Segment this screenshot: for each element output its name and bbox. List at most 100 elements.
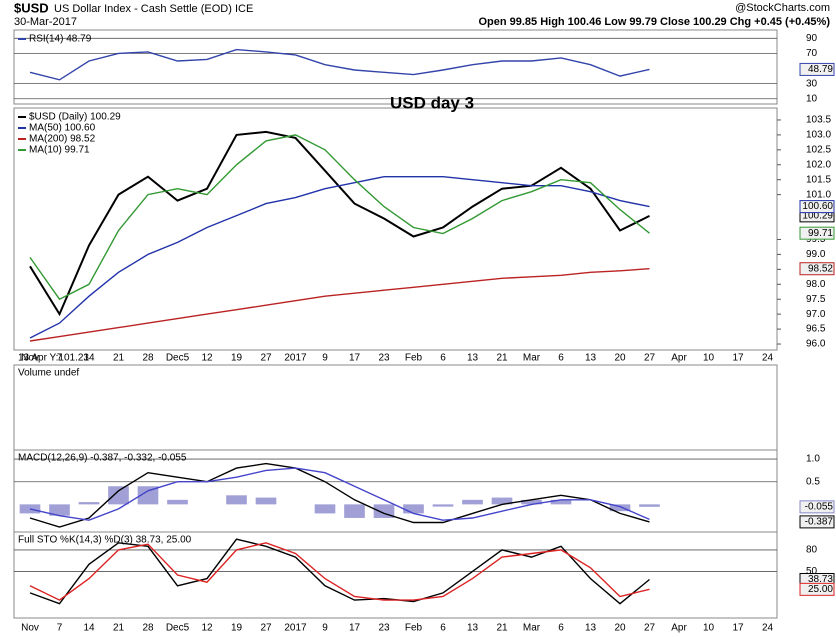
legend-label: MA(10) 99.71: [29, 145, 90, 156]
x-tick-label: 28: [142, 353, 154, 364]
x-tick-label: 7: [57, 623, 63, 634]
y-tick-label: 90: [806, 33, 818, 44]
value-box: [799, 200, 835, 214]
volume-title: Volume undef: [18, 368, 79, 379]
histogram-bar: [49, 504, 70, 516]
y-tick-label: 0.5: [806, 476, 820, 487]
x-tick-label: 17: [349, 353, 361, 364]
series-line: [29, 134, 650, 301]
x-tick-label: 17: [349, 623, 361, 634]
value-box: [799, 62, 835, 76]
histogram-bar: [403, 504, 424, 514]
x-tick-label: 20: [614, 623, 626, 634]
series-line: [29, 467, 650, 521]
histogram-bar: [344, 504, 365, 518]
x-tick-label: 20: [614, 353, 626, 364]
value-box: [799, 515, 835, 529]
frame: [13, 531, 778, 619]
x-tick-label: 27: [260, 623, 272, 634]
value-box-label: 100.60: [802, 201, 833, 212]
histogram-bar: [78, 502, 100, 505]
series-line: [29, 462, 650, 528]
brand: @StockCharts.com: [735, 2, 830, 14]
frame: [13, 29, 778, 105]
x-tick-label: 10: [703, 623, 715, 634]
x-tick-label: Nov: [21, 353, 39, 364]
x-tick-label: 13: [467, 353, 479, 364]
value-box-label: 100.29: [802, 210, 833, 221]
y-tick-label: 103.5: [806, 115, 831, 126]
x-tick-label: 9: [322, 353, 328, 364]
histogram-bar: [491, 497, 513, 505]
series-line: [29, 542, 650, 601]
histogram-bar: [521, 499, 542, 505]
x-tick-label: 2017: [284, 353, 307, 364]
symbol: $USD: [14, 0, 49, 15]
x-tick-label: 6: [440, 353, 446, 364]
x-tick-label: 6: [440, 623, 446, 634]
y-tick-label: 70: [806, 48, 818, 59]
x-tick-label: Feb: [405, 623, 423, 634]
x-tick-label: 19: [231, 623, 243, 634]
x-tick-label: Apr: [671, 623, 687, 634]
y-tick-label: 101.0: [806, 189, 831, 200]
x-tick-label: 21: [496, 623, 508, 634]
x-tick-label: 19: [231, 353, 243, 364]
legend-label: RSI(14) 48.79: [29, 34, 92, 45]
x-tick-label: Feb: [405, 353, 423, 364]
y-tick-label: 97.0: [806, 309, 826, 320]
panel-title: Full STO %K(14,3) %D(3) 38.73, 25.00: [18, 535, 192, 546]
x-tick-label: 12: [201, 623, 213, 634]
x-tick-label: 17: [732, 353, 744, 364]
x-tick-label: 24: [762, 353, 774, 364]
x-tick-label: 21: [113, 623, 125, 634]
x-tick-label: 12: [201, 353, 213, 364]
y-tick-label: 97.5: [806, 294, 826, 305]
x-tick-label: 14: [83, 623, 95, 634]
legend-label: $USD (Daily) 100.29: [29, 112, 121, 123]
x-tick-label: 14: [83, 353, 95, 364]
value-box-label: 99.71: [808, 228, 833, 239]
x-tick-label: 2017: [284, 623, 307, 634]
histogram-bar: [226, 495, 247, 505]
value-box-label: 98.52: [808, 263, 833, 274]
x-tick-label: 21: [496, 353, 508, 364]
x-tick-label: 21: [113, 353, 125, 364]
x-tick-label: 6: [558, 353, 564, 364]
x-tick-label: Mar: [523, 353, 541, 364]
value-box-label: 38.73: [808, 574, 833, 585]
frame: [13, 107, 778, 351]
y-tick-label: 103.0: [806, 130, 831, 141]
histogram-bar: [19, 504, 41, 514]
histogram-bar: [314, 504, 336, 514]
x-tick-label: 10: [703, 353, 715, 364]
x-tick-label: 23: [378, 623, 390, 634]
y-tick-label: 80: [806, 545, 818, 556]
x-tick-label: Mar: [523, 623, 541, 634]
y-tick-label: 10: [806, 93, 818, 104]
x-tick-label: 24: [762, 623, 774, 634]
histogram-bar: [639, 504, 660, 507]
x-tick-label: 28: [142, 623, 154, 634]
x-tick-label: Nov: [21, 623, 39, 634]
histogram-bar: [137, 486, 159, 505]
x-tick-label: 17: [732, 623, 744, 634]
value-box: [799, 500, 835, 514]
histogram-bar: [255, 497, 277, 505]
series-line: [29, 130, 650, 317]
x-tick-label: 6: [558, 623, 564, 634]
value-box: [799, 582, 835, 596]
y-tick-label: 30: [806, 78, 818, 89]
y-tick-label: 102.5: [806, 144, 831, 155]
y-tick-label: 99.0: [806, 249, 826, 260]
value-box-label: -0.055: [805, 501, 834, 512]
x-tick-label: Apr: [671, 353, 687, 364]
panel-frames: [13, 29, 778, 619]
legend-label: MA(200) 98.52: [29, 134, 96, 145]
y-tick-label: 102.0: [806, 159, 831, 170]
x-tick-label: Dec5: [166, 623, 190, 634]
histogram-bar: [550, 499, 572, 505]
x-tick-label: 13: [467, 623, 479, 634]
